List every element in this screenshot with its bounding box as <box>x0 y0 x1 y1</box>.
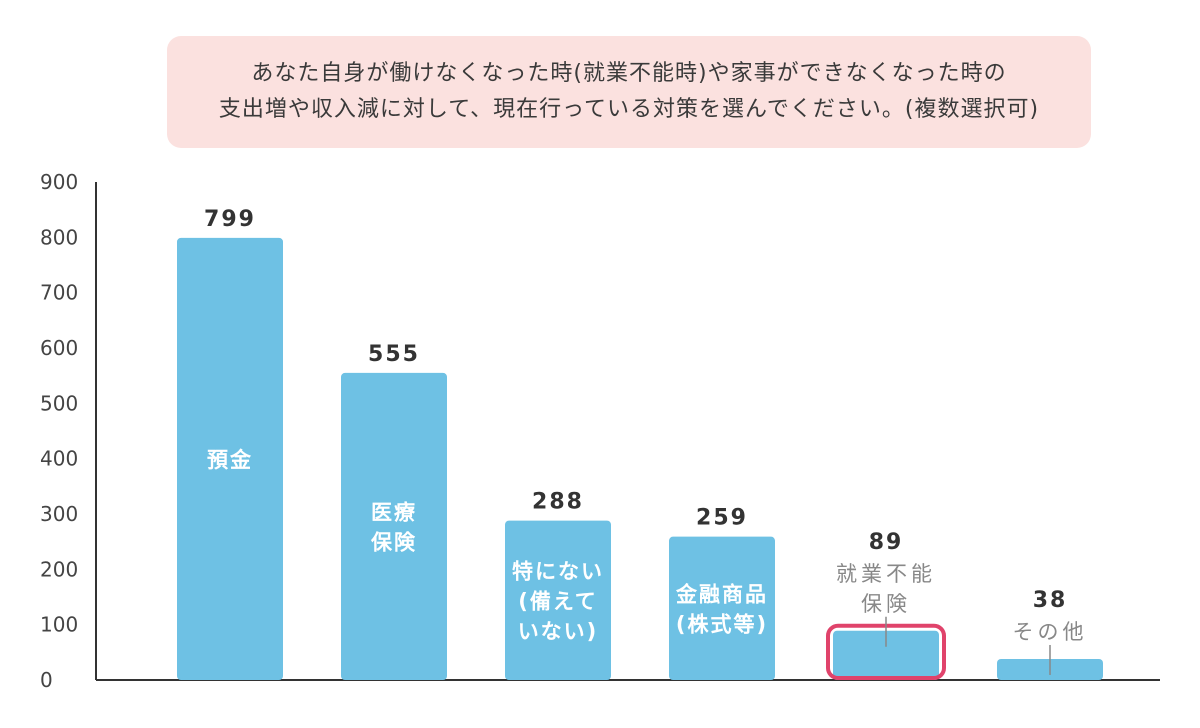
y-tick-label: 200 <box>40 557 78 581</box>
value-label: 288 <box>532 490 584 515</box>
value-label: 89 <box>869 530 904 555</box>
y-tick-label: 700 <box>40 281 78 305</box>
category-label: 医療 <box>371 500 417 524</box>
category-label: 保険 <box>861 592 911 616</box>
category-label: 金融商品 <box>675 582 768 606</box>
value-label: 555 <box>368 342 420 367</box>
question-box: あなた自身が働けなくなった時(就業不能時)や家事ができなくなった時の 支出増や収… <box>167 36 1091 148</box>
bar <box>669 536 775 680</box>
value-label: 259 <box>696 506 748 531</box>
bar <box>177 237 283 681</box>
y-tick-label: 0 <box>40 668 53 692</box>
y-tick-label: 100 <box>40 613 78 637</box>
category-label: (株式等) <box>676 612 768 636</box>
question-line-1: あなた自身が働けなくなった時(就業不能時)や家事ができなくなった時の <box>251 61 1007 86</box>
question-line-2: 支出増や収入減に対して、現在行っている対策を選んでください。(複数選択可) <box>218 97 1040 122</box>
bar <box>505 520 611 680</box>
category-label: 預金 <box>207 448 253 472</box>
category-label: 特にない <box>512 559 604 583</box>
bar <box>341 372 447 680</box>
y-tick-label: 900 <box>40 170 78 194</box>
y-tick-label: 400 <box>40 447 78 471</box>
category-label: 保険 <box>370 530 417 554</box>
y-tick-label: 500 <box>40 391 78 415</box>
value-label: 38 <box>1033 588 1068 613</box>
y-tick-label: 600 <box>40 336 78 360</box>
value-label: 799 <box>204 207 256 232</box>
category-label: (備えて <box>518 589 598 613</box>
category-label: いない) <box>518 619 599 643</box>
y-tick-label: 300 <box>40 502 78 526</box>
y-tick-label: 800 <box>40 225 78 249</box>
category-label: 就業不能 <box>836 562 936 586</box>
bar <box>833 630 939 680</box>
category-label: その他 <box>1013 620 1088 644</box>
